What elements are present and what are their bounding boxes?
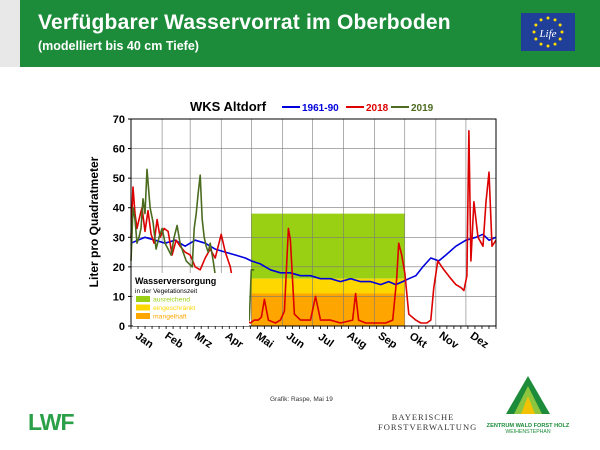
zone-legend-swatch-0 (136, 296, 150, 302)
zentrum-wald-logo-line2: WEIHENSTEPHAN (505, 429, 551, 435)
legend-label-1: 2018 (366, 103, 389, 114)
month-label: Aug (345, 329, 369, 351)
bf-logo-line1: BAYERISCHE (391, 412, 455, 422)
eu-star-icon (534, 23, 538, 27)
eu-star-icon (546, 44, 550, 48)
month-label: Okt (407, 330, 429, 351)
y-axis-label: Liter pro Quadratmeter (87, 156, 101, 287)
month-label: Jul (316, 331, 336, 350)
y-tick-label: 60 (113, 144, 125, 156)
zone-legend-label-0: ausreichend (153, 297, 190, 304)
eu-star-icon (553, 18, 557, 22)
eu-star-icon (560, 30, 564, 34)
bayerische-forstverwaltung-logo: BAYERISCHE FORSTVERWALTUNG (378, 412, 478, 432)
y-tick-label: 10 (113, 291, 125, 303)
month-label: Mrz (192, 330, 215, 351)
vegetation-zone-1 (251, 278, 405, 294)
month-label: Jan (133, 330, 156, 351)
eu-life-logo: Life (521, 13, 575, 51)
zone-legend-swatch-2 (136, 313, 150, 319)
eu-star-icon (539, 42, 543, 46)
zone-legend-title: Wasserversorgung (135, 276, 216, 286)
zone-legend-box (133, 273, 249, 326)
eu-star-icon (558, 23, 562, 27)
eu-life-logo-graphic: Life (532, 16, 564, 48)
eu-star-icon (558, 37, 562, 41)
y-tick-label: 70 (113, 114, 125, 126)
y-tick-label: 0 (119, 321, 125, 333)
legend-label-0: 1961-90 (302, 103, 339, 114)
month-label: Dez (468, 330, 491, 351)
y-tick-label: 30 (113, 232, 125, 244)
month-label: Apr (223, 330, 246, 351)
zentrum-wald-mountain-icon (506, 376, 550, 414)
eu-life-logo-text: Life (538, 28, 556, 40)
bf-logo-line2: FORSTVERWALTUNG (378, 422, 478, 432)
header-bar: Verfügbarer Wasservorrat im Oberboden (m… (0, 0, 600, 67)
eu-star-icon (532, 30, 536, 34)
page-subtitle: (modelliert bis 40 cm Tiefe) (38, 39, 199, 53)
eu-star-icon (539, 18, 543, 22)
page-title: Verfügbarer Wasservorrat im Oberboden (38, 11, 451, 34)
y-tick-label: 20 (113, 262, 125, 274)
eu-star-icon (534, 37, 538, 41)
month-label: Mai (254, 330, 276, 350)
month-label: Sep (376, 330, 400, 352)
zone-legend-label-1: eingeschränkt (153, 305, 195, 312)
month-label: Nov (437, 330, 462, 352)
series-line-1 (130, 130, 497, 324)
zone-legend-swatch-1 (136, 304, 150, 311)
lwf-logo: LWF (28, 408, 80, 439)
zone-legend-label-2: mangelhaft (153, 314, 187, 321)
zentrum-wald-logo: ZENTRUM WALD FORST HOLZ WEIHENSTEPHAN (482, 374, 574, 435)
legend-label-2: 2019 (411, 103, 434, 114)
eu-star-icon (546, 16, 550, 20)
month-label: Feb (162, 330, 185, 351)
y-tick-label: 40 (113, 203, 125, 215)
zone-legend-subtitle: in der Vegetationszeit (135, 288, 197, 295)
lwf-logo-graphic: LWF (28, 409, 75, 435)
chart-credit: Grafik: Raspe, Mai 19 (270, 396, 333, 403)
chart-title: WKS Altdorf (190, 99, 267, 114)
eu-star-icon (553, 42, 557, 46)
header-accent-strip (0, 0, 20, 67)
lwf-logo-text: LWF (28, 409, 74, 434)
vegetation-zone-2 (251, 293, 405, 326)
zentrum-wald-logo-line1: ZENTRUM WALD FORST HOLZ (486, 423, 570, 429)
y-tick-label: 50 (113, 173, 125, 185)
month-label: Jun (284, 330, 307, 351)
vegetation-zone-0 (251, 213, 405, 279)
